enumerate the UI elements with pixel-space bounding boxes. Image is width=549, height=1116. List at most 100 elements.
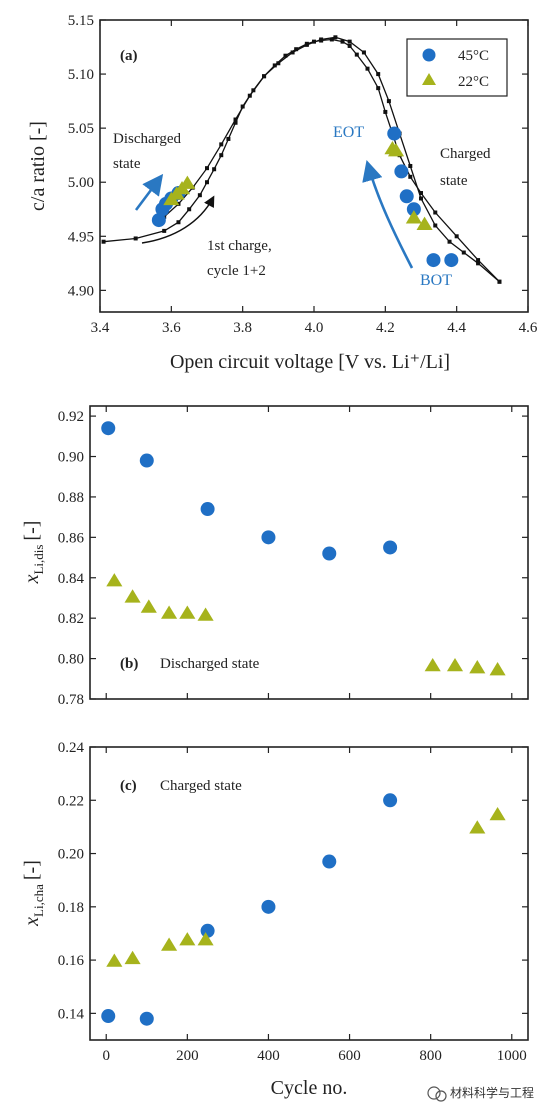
panel-c-ylabel-sub: Li,cha	[31, 884, 46, 917]
curve-point	[304, 42, 309, 47]
ytick-label: 0.92	[58, 409, 84, 425]
point-45c	[444, 253, 459, 268]
point-22c	[416, 216, 433, 230]
panel-c: 0.14 0.16 0.18 0.20 0.22 0.24 0 200 400 600 800 100…	[21, 740, 529, 1099]
panel-a-ylabel: c/a ratio [-]	[27, 121, 49, 211]
panel-c-ticks: 0.14 0.16 0.18 0.20 0.22 0.24 0 200 400 600 800 100…	[58, 740, 528, 1064]
xtick-label: 4.4	[447, 320, 466, 336]
ytick-label: 0.16	[58, 953, 85, 969]
curve-point	[233, 117, 238, 122]
ytick-label: 0.90	[58, 450, 84, 466]
point-45c	[322, 854, 337, 869]
curve-point	[205, 180, 209, 185]
point-45c	[406, 202, 421, 217]
ytick-label: 4.90	[68, 283, 94, 299]
xtick-label: 4.6	[519, 320, 538, 336]
curve-point	[187, 207, 192, 212]
curve-point	[386, 99, 391, 104]
bot-eot-arrow-icon	[362, 160, 414, 269]
ytick-label: 0.20	[58, 847, 84, 863]
point-45c	[200, 923, 215, 938]
panel-a-xlabel: Open circuit voltage [V vs. Li⁺/Li]	[170, 351, 450, 373]
ytick-label: 0.22	[58, 793, 84, 809]
curve-point	[276, 61, 281, 66]
xtick-label: 1000	[497, 1048, 527, 1064]
curve-point	[408, 164, 413, 168]
point-45c	[399, 189, 414, 204]
xtick-label: 3.4	[91, 320, 110, 336]
curve-point	[205, 166, 209, 171]
point-22c	[161, 605, 178, 619]
curve-point	[361, 50, 366, 55]
panel-a-curves	[101, 35, 502, 284]
curve-point	[497, 279, 502, 284]
panel-b: 0.78 0.80 0.82 0.84 0.86 0.88 0.90 0.92 (b) Dis…	[21, 405, 529, 708]
panel-c-frame	[89, 746, 529, 1041]
curve-point	[133, 236, 138, 241]
ytick-label: 0.88	[58, 490, 84, 506]
point-45c	[151, 213, 166, 228]
discharge-arrow-icon	[134, 173, 164, 211]
watermark: 材料科学与工程	[427, 1085, 534, 1102]
panel-b-points	[101, 421, 506, 676]
point-45c	[383, 793, 398, 808]
curve-point	[101, 239, 106, 244]
ytick-label: 0.78	[58, 692, 84, 708]
point-45c	[139, 453, 154, 468]
xtick-label: 4.0	[305, 320, 324, 336]
point-22c	[424, 657, 441, 672]
point-22c	[469, 820, 486, 834]
xtick-label: 400	[257, 1048, 280, 1064]
panel-b-ticks: 0.78 0.80 0.82 0.84 0.86 0.88 0.90 0.92	[58, 406, 528, 708]
ytick-label: 0.80	[58, 652, 84, 668]
curve-point	[347, 39, 352, 44]
point-45c	[261, 899, 276, 914]
curve-point	[290, 50, 295, 55]
point-22c	[140, 599, 157, 613]
xtick-label: 800	[419, 1048, 442, 1064]
panel-b-ylabel-sub: Li,dis	[31, 545, 46, 575]
curve-point	[226, 136, 231, 141]
panel-b-ylabel-tail: [-]	[21, 521, 43, 541]
panel-c-title: Charged state	[160, 778, 242, 794]
xtick-label: 600	[338, 1048, 361, 1064]
curve-point	[376, 86, 381, 91]
panel-b-ylabel: xLi,dis [-]	[21, 521, 46, 585]
point-22c	[405, 210, 422, 224]
point-45c	[426, 253, 441, 268]
curve-point	[454, 234, 459, 239]
curve-point	[333, 35, 338, 40]
legend-22-label: 22°C	[458, 74, 489, 90]
ytick-label: 5.15	[68, 13, 94, 29]
xtick-label: 3.8	[233, 320, 252, 336]
point-22c	[179, 932, 196, 946]
ytick-label: 5.10	[68, 67, 94, 83]
curve-point	[419, 191, 423, 196]
panel-c-ylabel-main: x	[21, 917, 43, 927]
curve-point	[447, 239, 452, 244]
curve-point	[383, 109, 388, 114]
panel-c-ylabel-tail: [-]	[21, 860, 43, 880]
annotation-first-charge-line1: 1st charge,	[207, 238, 272, 254]
wechat-icon-small	[435, 1090, 447, 1102]
curve-point	[433, 223, 438, 228]
annotation-discharged-line1: Discharged	[113, 131, 182, 147]
curve-point	[340, 39, 345, 44]
ytick-label: 0.84	[58, 571, 85, 587]
panel-b-frame	[89, 405, 529, 700]
panel-c-xlabel: Cycle no.	[271, 1077, 348, 1099]
curve-point	[319, 37, 324, 42]
xtick-label: 4.2	[376, 320, 395, 336]
curve-point	[162, 228, 167, 233]
point-22c	[106, 573, 123, 587]
xtick-label: 200	[176, 1048, 199, 1064]
annotation-charged-line2: state	[440, 173, 468, 189]
panel-b-label: (b)	[120, 656, 138, 672]
point-22c	[469, 660, 486, 674]
panel-a-points	[151, 126, 459, 268]
curve-point	[461, 250, 466, 255]
curve-point	[219, 153, 224, 158]
ytick-label: 0.82	[58, 611, 84, 627]
ytick-label: 0.24	[58, 740, 85, 756]
